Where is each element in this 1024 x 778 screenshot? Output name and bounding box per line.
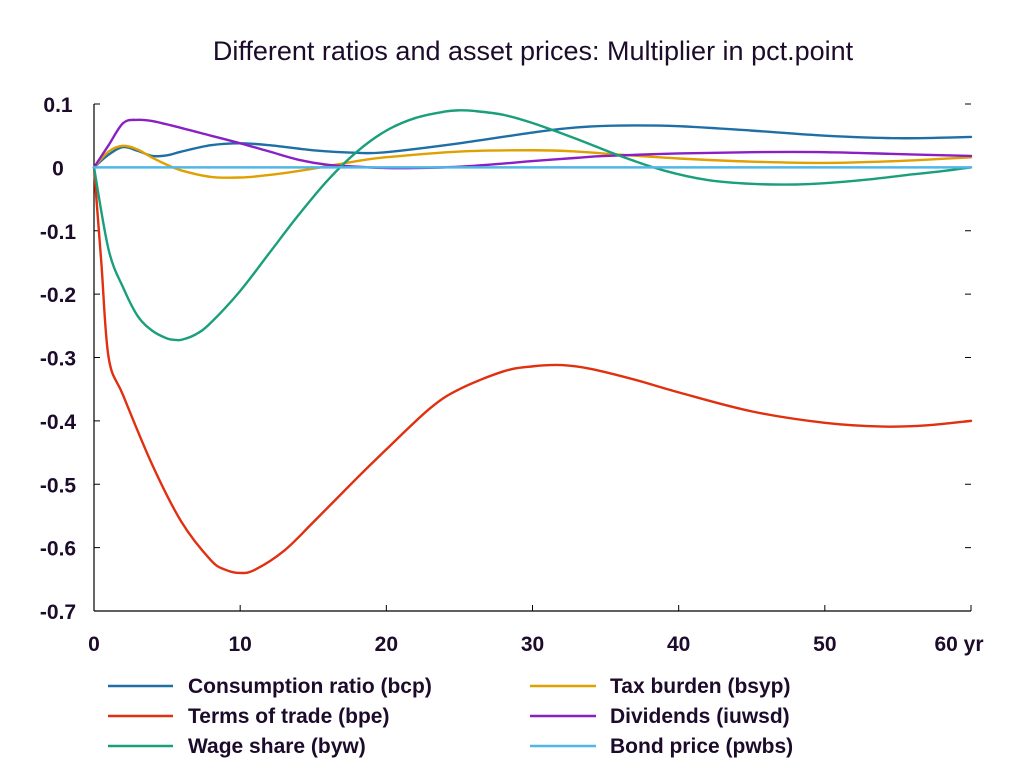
- series-lines: [92, 109, 973, 575]
- series-line-2: [92, 166, 973, 575]
- y-tick-label: -0.4: [40, 411, 77, 434]
- y-tick-label: -0.3: [40, 348, 76, 371]
- plot-frame: [93, 104, 971, 612]
- y-tick-label: -0.6: [40, 538, 76, 561]
- y-tick-label: -0.7: [40, 601, 76, 624]
- series-line-4: [92, 109, 973, 342]
- x-tick-label: 10: [228, 633, 251, 656]
- legend-label: Dividends (iuwsd): [610, 705, 790, 728]
- x-tick-label: 0: [88, 633, 100, 656]
- y-tick-label: -0.1: [40, 221, 77, 244]
- x-tick-label: 30: [521, 633, 544, 656]
- legend-label: Terms of trade (bpe): [188, 705, 389, 728]
- legend-label: Consumption ratio (bcp): [188, 675, 432, 698]
- legend-label: Wage share (byw): [188, 735, 366, 758]
- y-axis: 0.1 0 -0.1 -0.2 -0.3 -0.4 -0.5 -0.6 -0.7: [40, 94, 971, 624]
- legend-label: Tax burden (bsyp): [610, 675, 790, 698]
- x-tick-label: 20: [375, 633, 398, 656]
- x-axis: 0 10 20 30 40 50 60 yr: [88, 605, 984, 656]
- chart-title: Different ratios and asset prices: Multi…: [213, 36, 854, 66]
- y-tick-label: 0: [52, 157, 64, 180]
- y-tick-label: -0.2: [40, 284, 76, 307]
- legend-label: Bond price (pwbs): [610, 735, 793, 758]
- legend: Consumption ratio (bcp) Tax burden (bsyp)…: [108, 675, 793, 758]
- x-tick-label: 60 yr: [934, 633, 983, 656]
- x-tick-label: 40: [667, 633, 690, 656]
- y-tick-label: -0.5: [40, 474, 77, 497]
- series-line-1: [92, 144, 973, 179]
- y-tick-label: 0.1: [43, 94, 73, 117]
- x-tick-label: 50: [813, 633, 836, 656]
